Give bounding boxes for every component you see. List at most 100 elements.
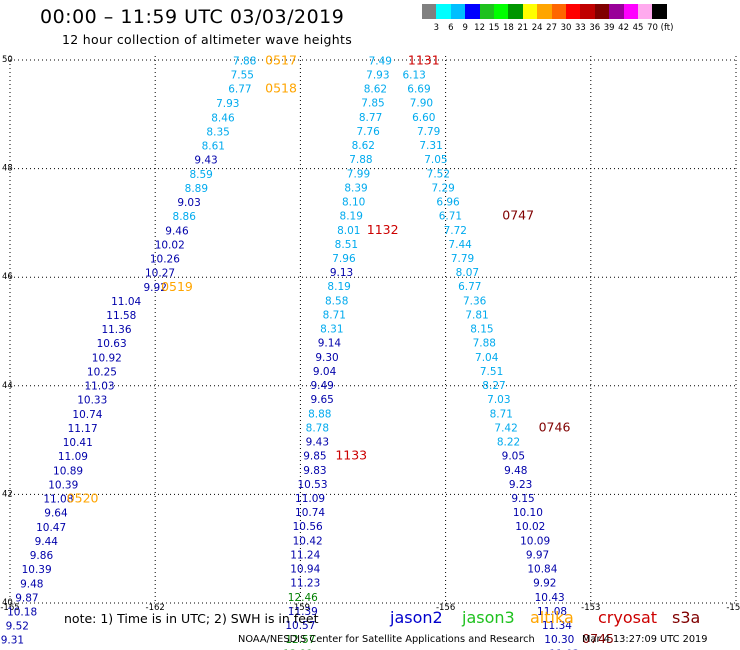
color-scale-cell (638, 4, 653, 19)
wave-height-value: 9.44 (35, 536, 59, 548)
wave-height-value: 9.23 (509, 479, 532, 491)
color-scale-tick: 70 (ft) (647, 23, 674, 33)
wave-height-value: 10.10 (513, 507, 543, 519)
wave-height-value: 8.07 (456, 267, 479, 279)
units-note: note: 1) Time is in UTC; 2) SWH is in fe… (64, 611, 319, 626)
color-scale-tick: 18 (502, 23, 514, 33)
wave-height-value: 7.88 (473, 338, 496, 350)
wave-height-value: 11.24 (290, 549, 320, 561)
wave-height-value: 10.26 (150, 254, 180, 266)
color-scale-tick: 30 (560, 23, 572, 33)
wave-height-value: 7.42 (494, 422, 517, 434)
color-scale-cell (422, 4, 437, 19)
wave-height-value: 8.59 (189, 169, 212, 181)
latitude-label: 48 (2, 164, 13, 174)
wave-height-value: 7.72 (444, 225, 467, 237)
wave-height-value: 8.62 (352, 140, 375, 152)
color-scale-cell (609, 4, 624, 19)
longitude-label: -150 (726, 603, 740, 613)
wave-height-value: 11.03 (85, 381, 115, 393)
color-scale-tick: 36 (589, 23, 601, 33)
longitude-label: -156 (436, 603, 455, 613)
color-scale-cell (652, 4, 667, 19)
wave-height-value: 8.51 (335, 239, 358, 251)
color-scale-tick: 9 (462, 23, 468, 33)
longitude-label: -162 (146, 603, 165, 613)
wave-height-value: 9.92 (533, 578, 556, 590)
wave-height-value: 9.30 (315, 352, 338, 364)
wave-height-value: 9.49 (310, 380, 333, 392)
wave-height-value: 10.43 (535, 592, 565, 604)
wave-height-value: 9.15 (511, 493, 534, 505)
color-scale-cell (566, 4, 581, 19)
wave-height-value: 10.27 (145, 268, 175, 280)
wave-height-value: 7.79 (451, 253, 474, 265)
wave-height-value: 9.46 (165, 225, 189, 237)
pass-time-label: 0747 (502, 208, 534, 223)
wave-height-value: 7.31 (419, 140, 442, 152)
color-scale-tick: 42 (618, 23, 630, 33)
longitude-labels: -165 -162 -159 -156 -153 -150 (0, 603, 740, 613)
wave-height-value: 10.94 (290, 564, 320, 576)
color-scale-cell (508, 4, 523, 19)
wave-height-values: 7.88 7.55 6.77 7.93 8.46 8.35 8.61 9.43 8.59 8.89… (1, 55, 579, 650)
latitude-label: 44 (2, 381, 13, 391)
wave-height-value: 11.17 (68, 423, 98, 435)
wave-height-value: 8.77 (359, 112, 382, 124)
wave-height-value: 7.44 (448, 239, 472, 251)
wave-height-value: 9.87 (15, 592, 38, 604)
credit-line: NOAA/NESDIS Center for Satellite Applica… (238, 634, 535, 645)
pass-time-label: 0746 (539, 419, 571, 434)
wave-height-value: 10.57 (285, 620, 315, 632)
wave-height-value: 7.88 (349, 154, 372, 166)
latitude-label: 50 (2, 55, 13, 65)
wave-height-value: 7.85 (361, 98, 384, 110)
wave-height-value: 12.46 (288, 592, 318, 604)
wave-height-value: 8.22 (497, 437, 520, 449)
color-scale-tick: 33 (574, 23, 586, 33)
longitude-label: -159 (291, 603, 310, 613)
wave-height-value: 9.03 (177, 197, 200, 209)
wave-height-value: 7.49 (369, 55, 392, 67)
wave-height-value: 7.03 (487, 394, 510, 406)
wave-height-value: 7.55 (231, 69, 254, 81)
wave-height-value: 6.77 (458, 281, 481, 293)
color-scale-cell (551, 4, 566, 19)
pass-time-label: 1132 (367, 222, 399, 237)
wave-height-value: 11.34 (542, 620, 572, 632)
wave-height-value: 11.23 (290, 578, 320, 590)
color-scale-tick: 6 (448, 23, 454, 33)
wave-height-value: 8.19 (327, 281, 350, 293)
wave-height-value: 10.42 (293, 535, 323, 547)
wave-height-value: 7.36 (463, 295, 487, 307)
wave-height-value: 10.74 (72, 409, 102, 421)
map-title: 00:00 – 11:59 UTC 03/03/2019 (40, 6, 345, 28)
wave-height-value: 9.04 (313, 366, 337, 378)
wave-height-value: 9.13 (330, 267, 353, 279)
wave-height-value: 9.85 (303, 451, 326, 463)
wave-height-value: 10.47 (36, 522, 66, 534)
color-scale-cell (479, 4, 494, 19)
wave-height-value: 9.48 (504, 465, 527, 477)
wave-height-value: 9.97 (526, 549, 549, 561)
color-scale-tick: 39 (603, 23, 615, 33)
wave-height-value: 6.71 (439, 211, 462, 223)
color-scale-cell (465, 4, 480, 19)
wave-height-value: 11.03 (549, 648, 579, 650)
generation-timestamp: Mar 4 13:27:09 UTC 2019 (582, 634, 708, 645)
legend-item-cryosat: cryosat (598, 608, 658, 627)
color-scale-cell (522, 4, 538, 19)
wave-height-value: 10.84 (527, 564, 557, 576)
wave-height-value: 7.04 (475, 352, 499, 364)
wave-height-value: 8.39 (344, 182, 367, 194)
color-scale-cell (537, 4, 552, 19)
wave-height-value: 7.51 (480, 366, 503, 378)
pass-time-label: 1131 (408, 52, 440, 67)
wave-height-value: 12.57 (285, 634, 315, 646)
wave-height-value: 10.89 (53, 465, 83, 477)
wave-height-value: 11.39 (288, 606, 318, 618)
wave-height-value: 7.29 (431, 182, 454, 194)
wave-height-value: 10.56 (293, 521, 323, 533)
pass-time-label: 0519 (161, 279, 193, 294)
